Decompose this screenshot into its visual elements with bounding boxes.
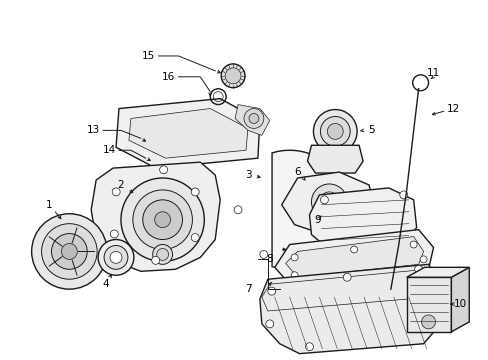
- Circle shape: [350, 246, 357, 253]
- Circle shape: [267, 287, 275, 295]
- Circle shape: [320, 243, 327, 251]
- Polygon shape: [274, 230, 433, 284]
- Circle shape: [414, 265, 422, 273]
- Polygon shape: [309, 188, 416, 255]
- Circle shape: [154, 212, 170, 228]
- Text: 15: 15: [142, 51, 155, 61]
- Circle shape: [311, 251, 319, 258]
- Circle shape: [152, 244, 172, 264]
- Polygon shape: [281, 172, 373, 235]
- Circle shape: [151, 256, 160, 264]
- Circle shape: [121, 178, 204, 261]
- Text: 8: 8: [266, 255, 273, 264]
- Polygon shape: [406, 267, 468, 277]
- Circle shape: [265, 320, 273, 328]
- Text: 14: 14: [102, 145, 116, 155]
- Circle shape: [290, 254, 298, 261]
- Circle shape: [133, 190, 192, 249]
- Text: 16: 16: [162, 72, 175, 82]
- Circle shape: [259, 251, 267, 258]
- Circle shape: [419, 256, 426, 263]
- Circle shape: [191, 234, 199, 242]
- Circle shape: [409, 241, 416, 248]
- Circle shape: [234, 206, 242, 214]
- Text: 13: 13: [86, 125, 100, 135]
- Circle shape: [326, 123, 343, 139]
- Polygon shape: [450, 267, 468, 332]
- Circle shape: [337, 206, 345, 214]
- Circle shape: [98, 239, 134, 275]
- Circle shape: [32, 214, 107, 289]
- Text: 9: 9: [313, 215, 320, 225]
- Text: 1: 1: [46, 200, 53, 210]
- Circle shape: [343, 273, 350, 281]
- Circle shape: [61, 243, 77, 260]
- Circle shape: [319, 192, 339, 212]
- Text: 11: 11: [426, 68, 439, 78]
- Polygon shape: [406, 277, 450, 332]
- Circle shape: [110, 230, 118, 238]
- Circle shape: [112, 188, 120, 196]
- Text: 2: 2: [118, 180, 124, 190]
- Circle shape: [320, 117, 349, 146]
- Circle shape: [421, 315, 435, 329]
- Circle shape: [104, 246, 128, 269]
- Polygon shape: [116, 99, 259, 168]
- Circle shape: [191, 188, 199, 196]
- Circle shape: [426, 325, 434, 333]
- Circle shape: [41, 224, 97, 279]
- Text: 12: 12: [446, 104, 459, 113]
- Text: 6: 6: [294, 167, 300, 177]
- Text: 7: 7: [244, 284, 251, 294]
- Circle shape: [221, 64, 244, 88]
- Circle shape: [320, 196, 327, 204]
- Circle shape: [110, 251, 122, 264]
- Circle shape: [313, 109, 356, 153]
- Circle shape: [248, 113, 258, 123]
- Circle shape: [424, 285, 432, 293]
- Circle shape: [244, 109, 264, 129]
- Polygon shape: [235, 105, 269, 135]
- Circle shape: [142, 200, 182, 239]
- Polygon shape: [307, 145, 362, 173]
- Text: 10: 10: [453, 299, 466, 309]
- Circle shape: [305, 343, 313, 351]
- Text: 4: 4: [102, 279, 109, 289]
- Polygon shape: [285, 237, 423, 277]
- Circle shape: [290, 272, 298, 279]
- Circle shape: [399, 191, 407, 199]
- Circle shape: [406, 240, 414, 248]
- Circle shape: [156, 248, 168, 260]
- Circle shape: [51, 234, 87, 269]
- Circle shape: [311, 161, 319, 169]
- Polygon shape: [259, 264, 438, 354]
- Circle shape: [311, 184, 346, 220]
- Text: 3: 3: [244, 170, 251, 180]
- Polygon shape: [91, 162, 220, 271]
- Circle shape: [224, 68, 241, 84]
- Polygon shape: [271, 150, 348, 269]
- Polygon shape: [129, 109, 247, 158]
- Circle shape: [159, 166, 167, 174]
- Text: 5: 5: [367, 125, 373, 135]
